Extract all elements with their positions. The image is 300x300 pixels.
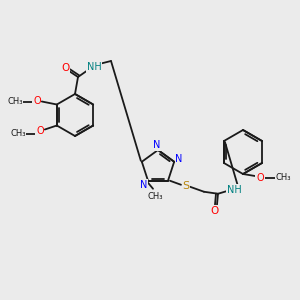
Text: NH: NH (226, 185, 242, 195)
Text: O: O (33, 95, 40, 106)
Text: CH₃: CH₃ (275, 173, 291, 182)
Text: O: O (256, 173, 264, 183)
Text: N: N (153, 140, 161, 150)
Text: CH₃: CH₃ (147, 192, 163, 201)
Text: N: N (140, 180, 148, 190)
Text: O: O (211, 206, 219, 216)
Text: N: N (176, 154, 183, 164)
Text: O: O (61, 63, 69, 73)
Text: NH: NH (87, 62, 101, 72)
Text: O: O (36, 127, 44, 136)
Text: CH₃: CH₃ (7, 97, 22, 106)
Text: CH₃: CH₃ (10, 129, 26, 138)
Text: S: S (182, 181, 190, 191)
